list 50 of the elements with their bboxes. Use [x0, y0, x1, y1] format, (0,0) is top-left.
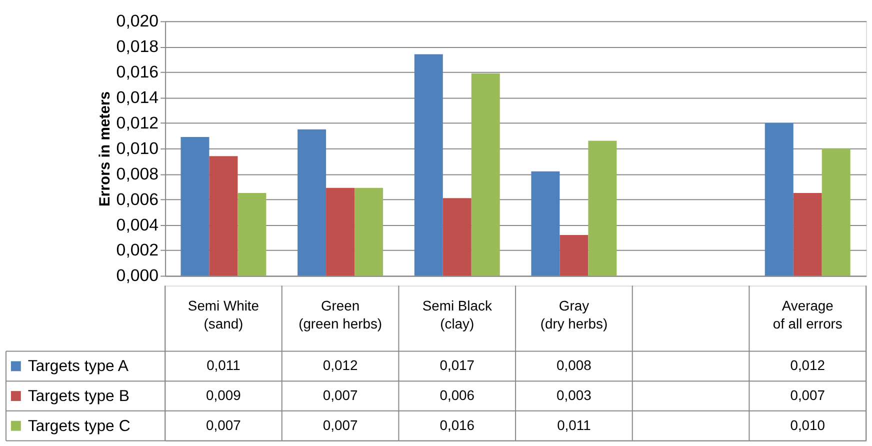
data-label: 0,008 — [556, 357, 592, 374]
x-tick-label: Green (green herbs) — [298, 298, 382, 332]
bar — [471, 73, 500, 276]
legend-label: Targets type B — [28, 388, 130, 405]
data-label: 0,007 — [322, 416, 358, 433]
x-tick-label: Semi White (sand) — [188, 298, 260, 332]
data-label: 0,012 — [322, 357, 358, 374]
bar — [531, 171, 560, 276]
data-label: 0,007 — [322, 386, 358, 403]
bar — [588, 140, 617, 276]
data-label: 0,011 — [557, 416, 592, 433]
y-axis-title: Errors in meters — [97, 91, 114, 207]
legend-label: Targets type C — [28, 418, 130, 435]
data-label: 0,012 — [790, 357, 826, 374]
bar — [822, 148, 850, 276]
y-tick-label: 0,002 — [116, 240, 159, 260]
y-tick-label: 0,004 — [116, 215, 159, 234]
y-tick-label: 0,006 — [116, 190, 159, 209]
data-label: 0,009 — [206, 386, 242, 403]
bar — [326, 188, 355, 276]
data-label: 0,016 — [440, 416, 475, 433]
legend-label: Targets type A — [28, 358, 129, 376]
y-tick-label: 0,010 — [116, 138, 159, 158]
bar — [442, 198, 472, 276]
bar — [793, 192, 822, 276]
data-label: 0,003 — [556, 386, 592, 403]
y-tick-label: 0,018 — [116, 37, 159, 56]
x-tick-label: Gray (dry herbs) — [540, 298, 608, 332]
bar — [764, 122, 794, 276]
data-label: 0,007 — [790, 386, 826, 403]
data-label: 0,017 — [440, 357, 475, 374]
x-tick-label: Average of all errors — [772, 298, 842, 332]
bar — [209, 156, 238, 276]
bar — [238, 192, 266, 276]
x-tick-label: Semi Black (clay) — [422, 298, 492, 332]
bar — [180, 136, 210, 276]
data-label: 0,006 — [440, 386, 475, 403]
y-tick-label: 0,016 — [116, 62, 159, 82]
y-tick-label: 0,000 — [116, 266, 159, 286]
bar — [298, 129, 326, 276]
y-tick-label: 0,012 — [116, 113, 159, 132]
y-tick-label: 0,008 — [116, 164, 159, 184]
data-label: 0,010 — [790, 416, 826, 433]
data-label: 0,007 — [206, 416, 242, 433]
bar — [414, 54, 443, 276]
bar — [560, 234, 588, 276]
y-tick-label: 0,014 — [116, 88, 159, 107]
bar — [354, 188, 384, 276]
data-label: 0,011 — [206, 357, 241, 374]
y-tick-label: 0,020 — [116, 12, 159, 31]
